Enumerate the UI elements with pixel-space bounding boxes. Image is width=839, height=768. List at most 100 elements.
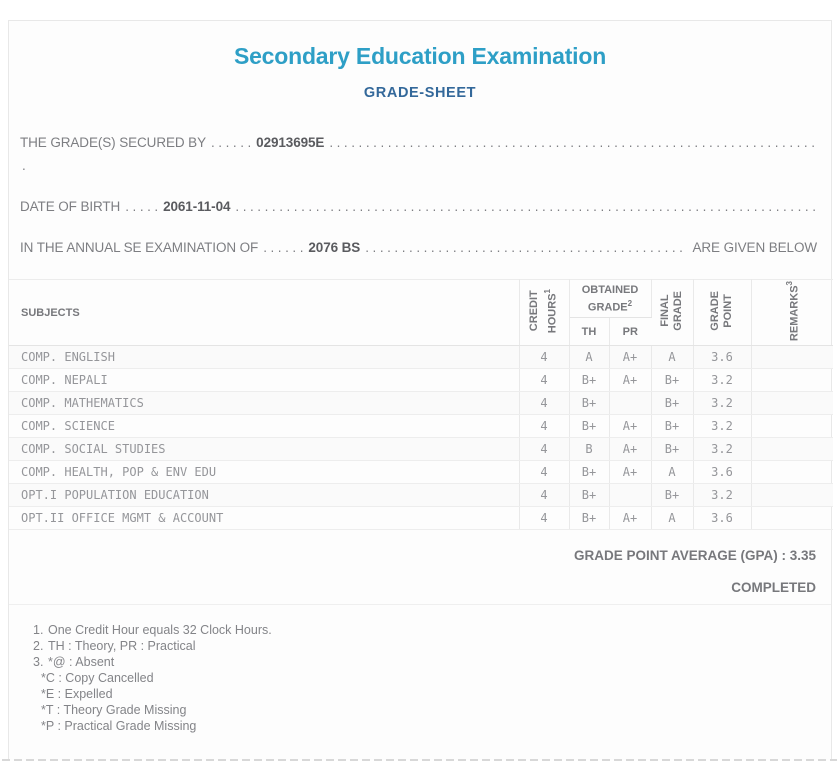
footnote-theory-missing: *T : Theory Grade Missing <box>33 702 831 718</box>
column-header-credit-hours: CREDIT HOURS1 <box>519 279 570 346</box>
theory-grade-cell: B+ <box>569 391 610 415</box>
grades-secured-label: THE GRADE(S) SECURED BY <box>20 135 206 150</box>
final-grade-cell: B+ <box>651 368 694 392</box>
practical-grade-cell: A+ <box>609 368 652 392</box>
examination-year-value: 2076 BS <box>308 240 361 255</box>
remarks-cell <box>751 391 834 415</box>
dots-leader: . . . . . . <box>263 240 304 255</box>
completion-status: COMPLETED <box>731 580 816 595</box>
grade-point-cell: 3.2 <box>693 368 752 392</box>
final-grade-cell: B+ <box>651 437 694 461</box>
practical-grade-cell: A+ <box>609 460 652 484</box>
practical-grade-cell: A+ <box>609 414 652 438</box>
obtained-word: OBTAINED <box>581 283 639 296</box>
footnote-copy-cancelled: *C : Copy Cancelled <box>33 670 831 686</box>
candidate-symbol-number: 02913695E <box>256 135 325 150</box>
subject-cell: COMP. SCIENCE <box>9 414 520 438</box>
grade-sheet-panel: Secondary Education Examination GRADE-SH… <box>8 20 834 760</box>
column-header-subjects: SUBJECTS <box>9 279 520 346</box>
subject-cell: COMP. SOCIAL STUDIES <box>9 437 520 461</box>
dots-filler: . . . . . . . . . . . . . . . . . . . . … <box>329 135 817 150</box>
table-row: COMP. HEALTH, POP & ENV EDU 4 B+ A+ A 3.… <box>9 460 834 484</box>
subject-cell: COMP. NEPALI <box>9 368 520 392</box>
examination-label: IN THE ANNUAL SE EXAMINATION OF <box>20 240 259 255</box>
grades-secured-line: THE GRADE(S) SECURED BY . . . . . . 0291… <box>20 135 817 150</box>
column-header-theory: TH <box>569 317 610 346</box>
footnote-text: *E : Expelled <box>41 687 113 701</box>
remarks-cell <box>751 460 834 484</box>
footnote-expelled: *E : Expelled <box>33 686 831 702</box>
final-grade-cell: B+ <box>651 483 694 507</box>
grade-point-cell: 3.6 <box>693 345 752 369</box>
subject-cell: COMP. MATHEMATICS <box>9 391 520 415</box>
dots-filler: . . . . . . . . . . . . . . . . . . . . … <box>365 240 686 255</box>
grade-point-word1: GRADE <box>709 291 722 331</box>
grade-point-cell: 3.6 <box>693 460 752 484</box>
table-row: COMP. MATHEMATICS 4 B+ B+ 3.2 <box>9 391 834 415</box>
remarks-cell <box>751 437 834 461</box>
column-header-practical: PR <box>609 317 652 346</box>
footnote-marker: 1. <box>33 623 44 637</box>
footnote-marker: 3. <box>33 655 44 669</box>
grade-point-cell: 3.2 <box>693 437 752 461</box>
dots-leader: . . . . . . <box>210 135 252 150</box>
footnote-practical-missing: *P : Practical Grade Missing <box>33 718 831 734</box>
table-row: OPT.I POPULATION EDUCATION 4 B+ B+ 3.2 <box>9 483 834 507</box>
practical-grade-cell: A+ <box>609 506 652 530</box>
theory-grade-cell: B+ <box>569 483 610 507</box>
subject-cell: COMP. ENGLISH <box>9 345 520 369</box>
date-of-birth-value: 2061-11-04 <box>163 199 231 214</box>
credit-hours-word2: HOURS <box>546 293 559 334</box>
footnote-text: TH : Theory, PR : Practical <box>48 639 196 653</box>
table-row: OPT.II OFFICE MGMT & ACCOUNT 4 B+ A+ A 3… <box>9 506 834 530</box>
footnote-text: One Credit Hour equals 32 Clock Hours. <box>48 623 272 637</box>
grade-point-cell: 3.2 <box>693 414 752 438</box>
table-row: COMP. NEPALI 4 B+ A+ B+ 3.2 <box>9 368 834 392</box>
credit-hours-cell: 4 <box>519 368 570 392</box>
remarks-cell <box>751 483 834 507</box>
grade-word: GRADE <box>587 301 628 314</box>
credit-hours-cell: 4 <box>519 391 570 415</box>
stray-period: . <box>22 158 26 173</box>
page-title: Secondary Education Examination <box>233 43 607 69</box>
footnote-credit-hours: 1. One Credit Hour equals 32 Clock Hours. <box>33 622 831 638</box>
practical-grade-cell <box>609 391 652 415</box>
obtained-grade-footnote-ref: 2 <box>627 298 633 308</box>
practical-grade-cell: A+ <box>609 345 652 369</box>
footnote-absent: 3. *@ : Absent <box>33 654 831 670</box>
credit-hours-cell: 4 <box>519 483 570 507</box>
column-header-remarks: REMARKS3 <box>751 279 834 346</box>
footnote-text: *T : Theory Grade Missing <box>41 703 187 717</box>
date-of-birth-line: DATE OF BIRTH . . . . . 2061-11-04 . . .… <box>20 199 817 214</box>
subject-cell: COMP. HEALTH, POP & ENV EDU <box>9 460 520 484</box>
examination-year-line: IN THE ANNUAL SE EXAMINATION OF . . . . … <box>20 240 817 255</box>
perforation-cut-line <box>2 759 837 761</box>
theory-grade-cell: A <box>569 345 610 369</box>
theory-grade-cell: B+ <box>569 460 610 484</box>
theory-grade-cell: B+ <box>569 414 610 438</box>
practical-grade-cell <box>609 483 652 507</box>
remarks-word: REMARKS <box>788 285 801 342</box>
final-grade-cell: A <box>651 506 694 530</box>
grade-point-cell: 3.2 <box>693 483 752 507</box>
final-grade-cell: B+ <box>651 414 694 438</box>
table-row: COMP. ENGLISH 4 A A+ A 3.6 <box>9 345 834 369</box>
remarks-cell <box>751 368 834 392</box>
table-row: COMP. SOCIAL STUDIES 4 B A+ B+ 3.2 <box>9 437 834 461</box>
footnote-marker: 2. <box>33 639 44 653</box>
credit-hours-cell: 4 <box>519 345 570 369</box>
credit-hours-cell: 4 <box>519 437 570 461</box>
page-subtitle: GRADE-SHEET <box>363 85 477 101</box>
are-given-below-label: ARE GIVEN BELOW <box>692 240 817 255</box>
column-header-final-grade: FINAL GRADE <box>651 279 694 346</box>
dots-filler: . . . . . . . . . . . . . . . . . . . . … <box>235 199 817 214</box>
final-word: FINAL <box>659 294 672 328</box>
footnotes-divider <box>9 604 831 605</box>
practical-grade-cell: A+ <box>609 437 652 461</box>
dots-leader: . . . . . <box>125 199 159 214</box>
final-grade-cell: B+ <box>651 391 694 415</box>
column-header-grade-point: GRADE POINT <box>693 279 752 346</box>
theory-grade-cell: B+ <box>569 506 610 530</box>
column-header-obtained-grade: OBTAINED GRADE2 <box>569 279 652 318</box>
intro-section: THE GRADE(S) SECURED BY . . . . . . 0291… <box>9 135 831 255</box>
